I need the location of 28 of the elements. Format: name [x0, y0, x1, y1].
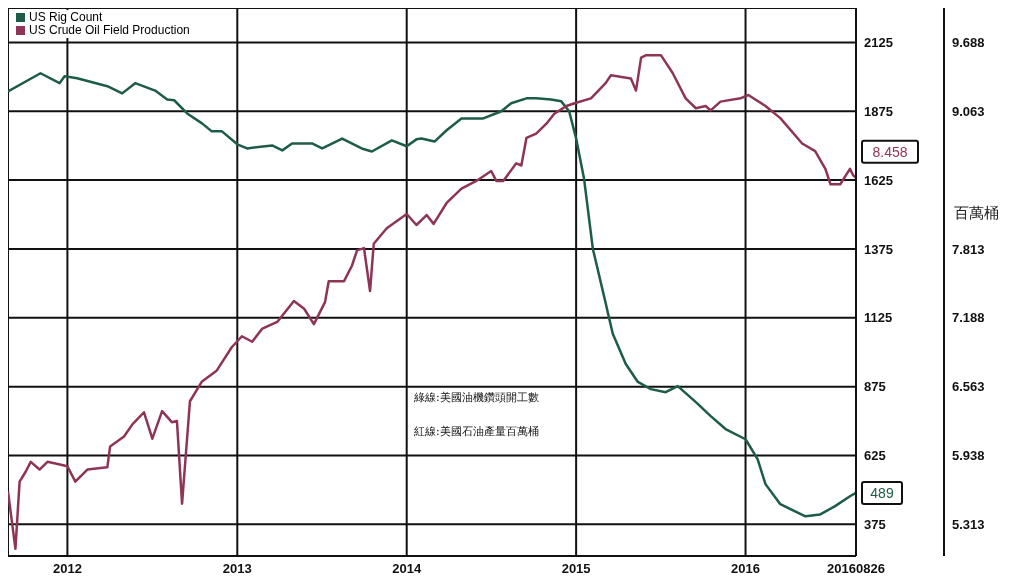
y-tick-label: 1375	[864, 241, 893, 257]
y-tick-label: 1125	[864, 310, 893, 326]
y-tick-label: 875	[864, 379, 886, 395]
y-tick-label: 375	[864, 516, 886, 532]
y2-tick-label: 7.813	[952, 241, 985, 257]
legend-label: US Rig Count	[29, 10, 103, 24]
annotation: 紅線:美國石油產量百萬桶	[414, 424, 539, 439]
data-label: 8.458	[872, 143, 908, 160]
y2-axis-title: 百萬桶	[954, 204, 999, 223]
x-tick-label: 20160826	[827, 561, 885, 577]
x-tick-label: 2014	[392, 561, 422, 577]
annotation: 綠線:美國油機鑽頭開工數	[414, 390, 539, 405]
legend-label: US Crude Oil Field Production	[29, 23, 190, 37]
x-tick-label: 2012	[52, 561, 82, 577]
y2-tick-label: 9.063	[952, 103, 985, 119]
data-label: 489	[870, 484, 894, 501]
y-tick-label: 1625	[864, 172, 893, 188]
y2-tick-label: 5.938	[952, 448, 985, 464]
x-tick-label: 2013	[222, 561, 252, 577]
y-tick-label: 2125	[864, 35, 893, 51]
x-tick-label: 2015	[561, 561, 591, 577]
y2-tick-label: 5.313	[952, 516, 985, 532]
x-tick-label: 2016	[731, 561, 760, 577]
y2-tick-label: 7.188	[952, 310, 985, 326]
y-tick-label: 1875	[864, 103, 893, 119]
y-tick-label: 625	[864, 448, 886, 464]
y2-tick-label: 9.688	[952, 34, 985, 50]
y2-tick-label: 6.563	[952, 379, 985, 395]
